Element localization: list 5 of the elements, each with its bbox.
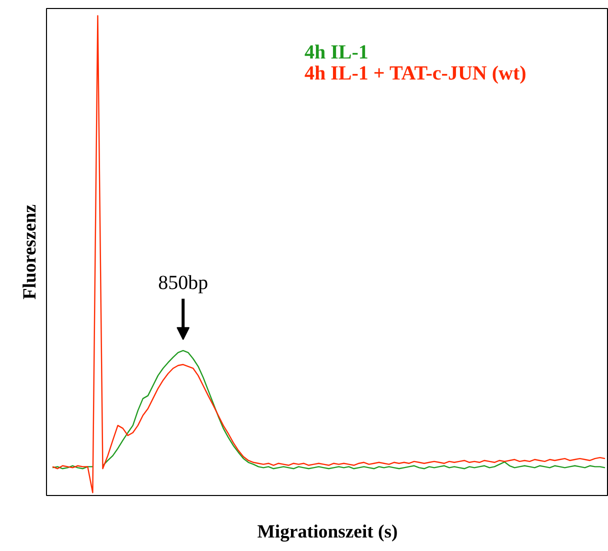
text: 4h IL-1 + TAT-c-JUN (wt) [304,62,526,84]
text: 4h IL-1 [304,42,368,64]
y-axis-title: Fluoreszenz [20,204,40,300]
x-axis-title: Migrationszeit (s) [257,522,398,542]
annotation: 850bp [158,272,208,294]
